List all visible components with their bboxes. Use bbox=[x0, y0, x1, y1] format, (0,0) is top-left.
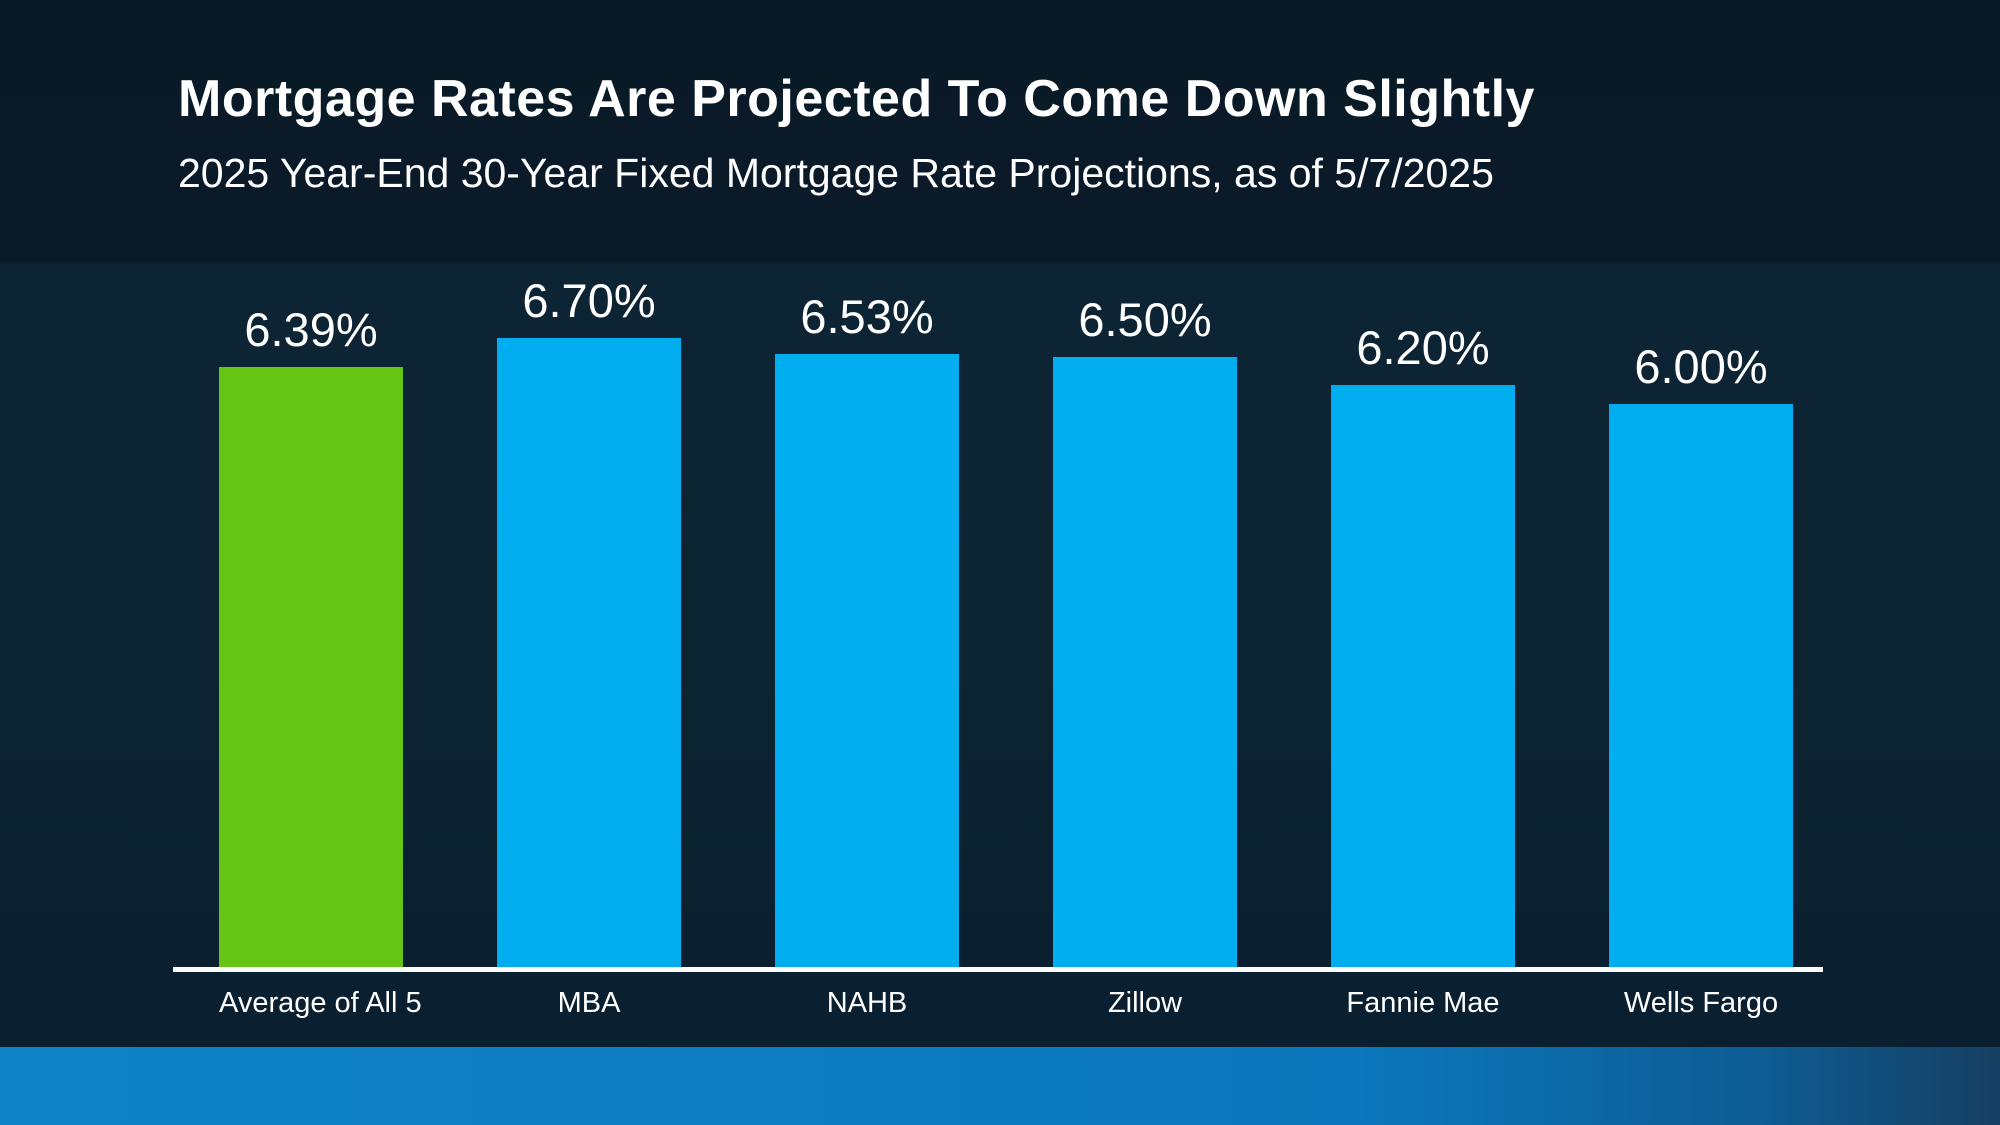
bar-fannie-mae bbox=[1331, 385, 1515, 967]
category-label-zillow: Zillow bbox=[1107, 987, 1183, 1019]
category-label-wells-fargo: Wells Fargo bbox=[1623, 987, 1779, 1019]
bar-value-label: 6.00% bbox=[1634, 340, 1768, 394]
bar-average bbox=[219, 367, 403, 967]
bar-group-average: 6.39% bbox=[219, 304, 403, 967]
bar-value-label: 6.70% bbox=[522, 274, 656, 328]
bar-nahb bbox=[775, 354, 959, 967]
bar-zillow bbox=[1053, 357, 1237, 967]
bar-chart-plot: 6.39% 6.70% 6.53% 6.50% 6.20% 6.00% bbox=[219, 275, 1793, 967]
bar-group-zillow: 6.50% bbox=[1053, 294, 1237, 967]
category-label-nahb: NAHB bbox=[826, 987, 908, 1019]
bar-group-wells-fargo: 6.00% bbox=[1609, 341, 1793, 967]
bar-group-fannie-mae: 6.20% bbox=[1331, 322, 1515, 967]
bar-mba bbox=[497, 338, 681, 967]
x-axis-line bbox=[173, 967, 1823, 972]
bar-group-nahb: 6.53% bbox=[775, 291, 959, 967]
page-subtitle: 2025 Year-End 30-Year Fixed Mortgage Rat… bbox=[178, 149, 1494, 196]
bar-group-mba: 6.70% bbox=[497, 275, 681, 967]
category-label-mba: MBA bbox=[557, 987, 621, 1019]
category-label-fannie-mae: Fannie Mae bbox=[1346, 987, 1500, 1019]
bar-value-label: 6.53% bbox=[800, 290, 934, 344]
bar-value-label: 6.39% bbox=[244, 303, 378, 357]
footer-accent-band bbox=[0, 1047, 2000, 1125]
category-labels-row: Average of All 5 MBA NAHB Zillow Fannie … bbox=[219, 986, 1793, 1021]
bar-value-label: 6.20% bbox=[1356, 321, 1490, 375]
page-title: Mortgage Rates Are Projected To Come Dow… bbox=[178, 70, 1535, 128]
category-label-average: Average of All 5 bbox=[219, 987, 422, 1019]
bar-value-label: 6.50% bbox=[1078, 293, 1212, 347]
bar-wells-fargo bbox=[1609, 404, 1793, 967]
header: Mortgage Rates Are Projected To Come Dow… bbox=[178, 66, 1535, 199]
